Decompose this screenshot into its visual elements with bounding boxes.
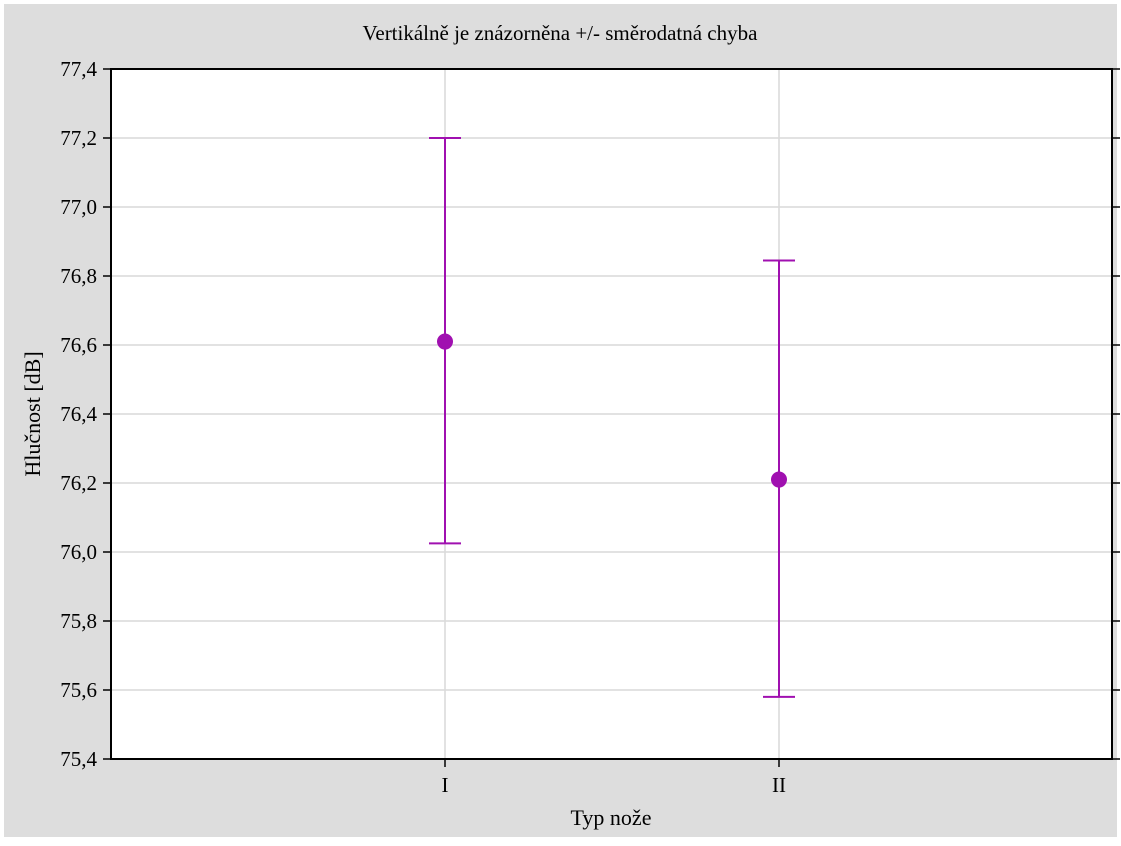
y-tick-label: 75,6 [60,678,97,702]
y-tick-label: 75,8 [60,609,97,633]
chart-title: Vertikálně je znázorněna +/- směrodatná … [363,21,759,45]
y-tick-label: 77,0 [60,195,97,219]
y-tick-label: 75,4 [60,747,97,771]
y-tick-label: 77,2 [60,126,97,150]
y-tick-label: 76,8 [60,264,97,288]
y-tick-label: 77,4 [60,57,97,81]
y-tick-label: 76,2 [60,471,97,495]
y-axis-label: Hlučnost [dB] [20,351,45,476]
x-axis-label: Typ nože [571,805,652,830]
mean-point [437,333,453,350]
mean-point [771,471,787,488]
y-tick-label: 76,0 [60,540,97,564]
data-layer [429,137,795,698]
x-tick-label: I [442,773,449,797]
x-tick-label: II [772,773,786,797]
y-tick-label: 76,4 [60,402,97,426]
axis-ticks: 75,4 75,6 75,8 76,0 76,2 76,4 76,6 76,8 77,0 77,2… [60,57,1120,797]
y-tick-label: 76,6 [60,333,97,357]
plot-border [110,68,1113,760]
